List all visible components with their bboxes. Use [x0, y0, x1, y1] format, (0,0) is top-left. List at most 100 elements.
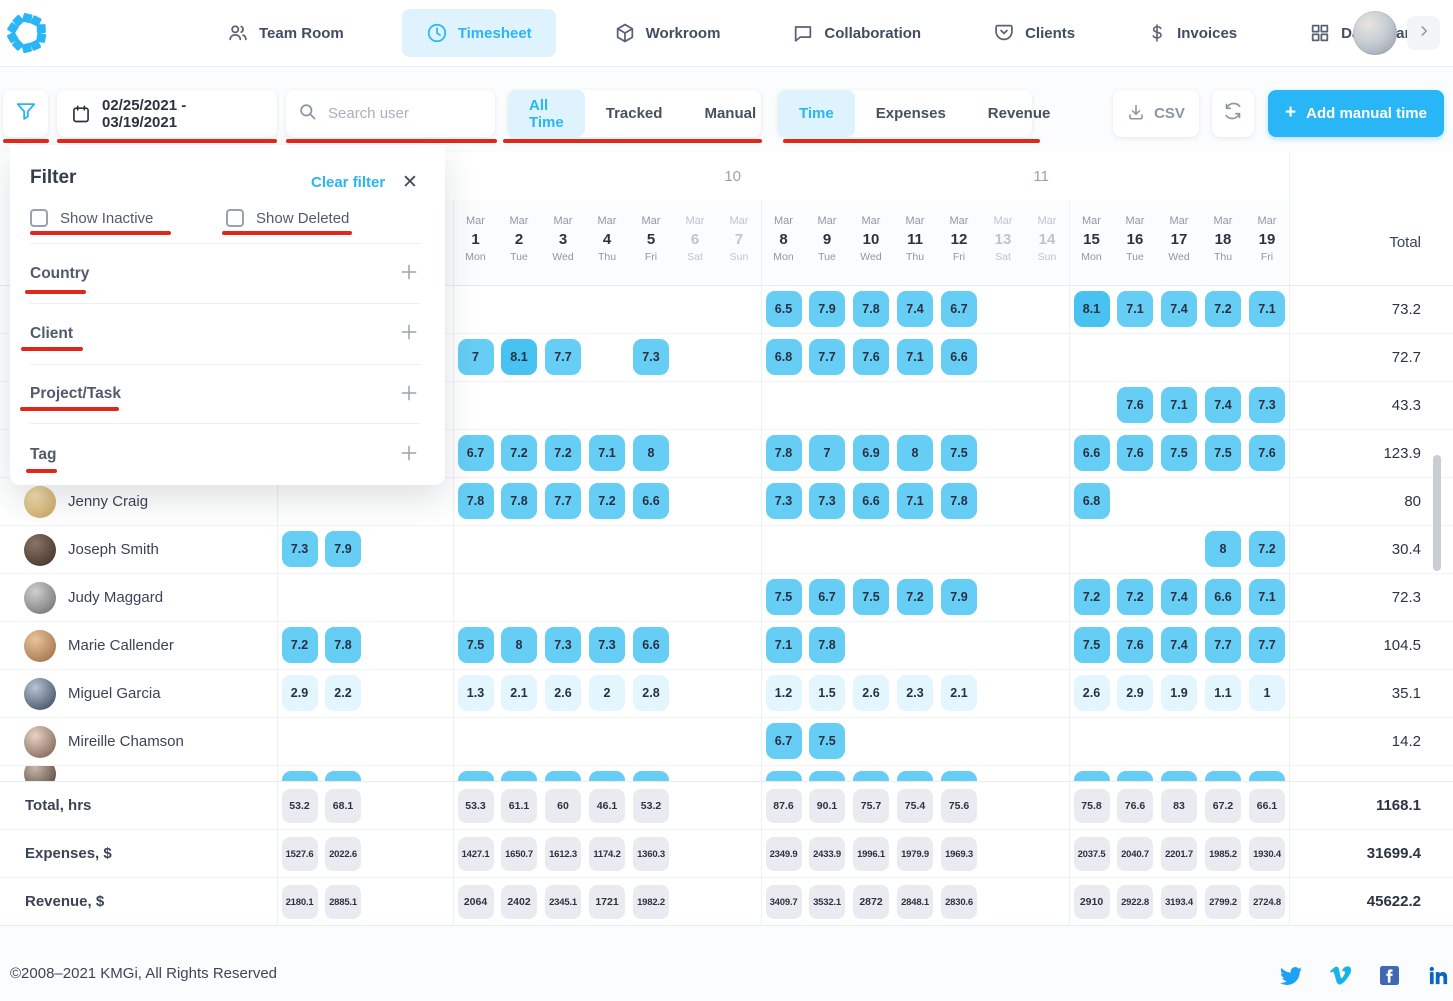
hours-chip[interactable]: 7.4: [1205, 387, 1241, 423]
hours-chip[interactable]: 6.6: [1205, 579, 1241, 615]
hours-chip[interactable]: 6.9: [853, 435, 889, 471]
vertical-scrollbar[interactable]: [1433, 455, 1441, 571]
hours-chip[interactable]: [633, 771, 669, 781]
hours-chip[interactable]: 7.4: [1161, 627, 1197, 663]
user-cell[interactable]: Mireille Chamson: [0, 718, 277, 765]
hours-chip[interactable]: 7.5: [809, 723, 845, 759]
close-icon[interactable]: ✕: [402, 172, 418, 193]
hours-chip[interactable]: 1.1: [1205, 675, 1241, 711]
add-country-filter-button[interactable]: [399, 262, 419, 282]
hours-chip[interactable]: 7.3: [281, 531, 318, 567]
hours-chip[interactable]: 7.3: [589, 627, 625, 663]
date-range-field[interactable]: 02/25/2021 - 03/19/2021: [57, 90, 277, 137]
hours-chip[interactable]: 7.2: [501, 435, 537, 471]
user-cell[interactable]: Joseph Smith: [0, 526, 277, 573]
hours-chip[interactable]: 7.4: [897, 291, 933, 327]
hours-chip[interactable]: 7.5: [941, 435, 977, 471]
hours-chip[interactable]: 7.8: [941, 483, 977, 519]
hours-chip[interactable]: 7.7: [809, 339, 845, 375]
hours-chip[interactable]: 7.2: [281, 627, 318, 663]
hours-chip[interactable]: 7.6: [1117, 387, 1153, 423]
facebook-icon[interactable]: [1379, 966, 1399, 985]
add-client-filter-button[interactable]: [399, 322, 419, 342]
app-logo-icon[interactable]: [6, 12, 48, 54]
hours-chip[interactable]: 2.2: [325, 675, 361, 711]
hours-chip[interactable]: [281, 771, 318, 781]
hours-chip[interactable]: 8: [501, 627, 537, 663]
hours-chip[interactable]: 7.6: [853, 339, 889, 375]
filter-button[interactable]: [3, 90, 48, 137]
user-avatar[interactable]: [1353, 11, 1397, 55]
hours-chip[interactable]: [1205, 771, 1241, 781]
hours-chip[interactable]: 2.6: [545, 675, 581, 711]
hours-chip[interactable]: 7.1: [1161, 387, 1197, 423]
add-project-task-filter-button[interactable]: [399, 383, 419, 403]
hours-chip[interactable]: 7.5: [765, 579, 802, 615]
add-tag-filter-button[interactable]: [399, 443, 419, 463]
refresh-button[interactable]: [1212, 90, 1254, 137]
hours-chip[interactable]: 8.1: [501, 339, 537, 375]
hours-chip[interactable]: 7.8: [325, 627, 361, 663]
search-user-field[interactable]: [286, 90, 495, 137]
hours-chip[interactable]: 7.5: [457, 627, 494, 663]
hours-chip[interactable]: [897, 771, 933, 781]
show-inactive-checkbox[interactable]: Show Inactive: [30, 209, 153, 227]
hours-chip[interactable]: 1.5: [809, 675, 845, 711]
hours-chip[interactable]: 6.6: [941, 339, 977, 375]
hours-chip[interactable]: 7.1: [765, 627, 802, 663]
tab-time[interactable]: Time: [778, 90, 855, 137]
hours-chip[interactable]: 7.6: [1117, 627, 1153, 663]
hours-chip[interactable]: 7.2: [1249, 531, 1285, 567]
nav-item-team-room[interactable]: Team Room: [213, 9, 358, 57]
hours-chip[interactable]: [589, 771, 625, 781]
nav-item-workroom[interactable]: Workroom: [600, 9, 735, 57]
linkedin-icon[interactable]: [1427, 964, 1450, 987]
hours-chip[interactable]: 2.1: [501, 675, 537, 711]
hours-chip[interactable]: [1161, 771, 1197, 781]
hours-chip[interactable]: 7.1: [897, 483, 933, 519]
hours-chip[interactable]: 7.3: [1249, 387, 1285, 423]
hours-chip[interactable]: 7.5: [1205, 435, 1241, 471]
hours-chip[interactable]: [1117, 771, 1153, 781]
hours-chip[interactable]: [545, 771, 581, 781]
tab-all-time[interactable]: All Time: [508, 90, 585, 137]
hours-chip[interactable]: [501, 771, 537, 781]
hours-chip[interactable]: 6.6: [1073, 435, 1110, 471]
hours-chip[interactable]: 7.7: [545, 339, 581, 375]
vimeo-icon[interactable]: [1330, 965, 1352, 986]
user-cell[interactable]: Miguel Garcia: [0, 670, 277, 717]
hours-chip[interactable]: 7.4: [1161, 291, 1197, 327]
hours-chip[interactable]: 8.1: [1073, 291, 1110, 327]
user-cell[interactable]: [0, 766, 277, 781]
hours-chip[interactable]: 8: [897, 435, 933, 471]
hours-chip[interactable]: 6.8: [765, 339, 802, 375]
hours-chip[interactable]: 7.9: [325, 531, 361, 567]
hours-chip[interactable]: 7.7: [1205, 627, 1241, 663]
hours-chip[interactable]: 6.7: [765, 723, 802, 759]
hours-chip[interactable]: 7.2: [1205, 291, 1241, 327]
hours-chip[interactable]: 7.9: [809, 291, 845, 327]
user-cell[interactable]: Marie Callender: [0, 622, 277, 669]
hours-chip[interactable]: 7.8: [765, 435, 802, 471]
clear-filter-link[interactable]: Clear filter: [311, 174, 386, 191]
hours-chip[interactable]: 6.7: [457, 435, 494, 471]
hours-chip[interactable]: [1249, 771, 1285, 781]
hours-chip[interactable]: 2.9: [1117, 675, 1153, 711]
hours-chip[interactable]: 7.3: [633, 339, 669, 375]
hours-chip[interactable]: 7.2: [589, 483, 625, 519]
hours-chip[interactable]: 7.5: [1073, 627, 1110, 663]
hours-chip[interactable]: 1.3: [457, 675, 494, 711]
user-cell[interactable]: Judy Maggard: [0, 574, 277, 621]
hours-chip[interactable]: 6.6: [633, 483, 669, 519]
nav-next-button[interactable]: [1407, 16, 1440, 50]
search-user-input[interactable]: [326, 104, 470, 123]
hours-chip[interactable]: 8: [633, 435, 669, 471]
hours-chip[interactable]: [457, 771, 494, 781]
hours-chip[interactable]: 7.1: [589, 435, 625, 471]
hours-chip[interactable]: 2.8: [633, 675, 669, 711]
hours-chip[interactable]: 7.1: [897, 339, 933, 375]
tab-expenses[interactable]: Expenses: [875, 105, 946, 122]
hours-chip[interactable]: 7.3: [809, 483, 845, 519]
hours-chip[interactable]: 6.7: [809, 579, 845, 615]
hours-chip[interactable]: 7.7: [1249, 627, 1285, 663]
